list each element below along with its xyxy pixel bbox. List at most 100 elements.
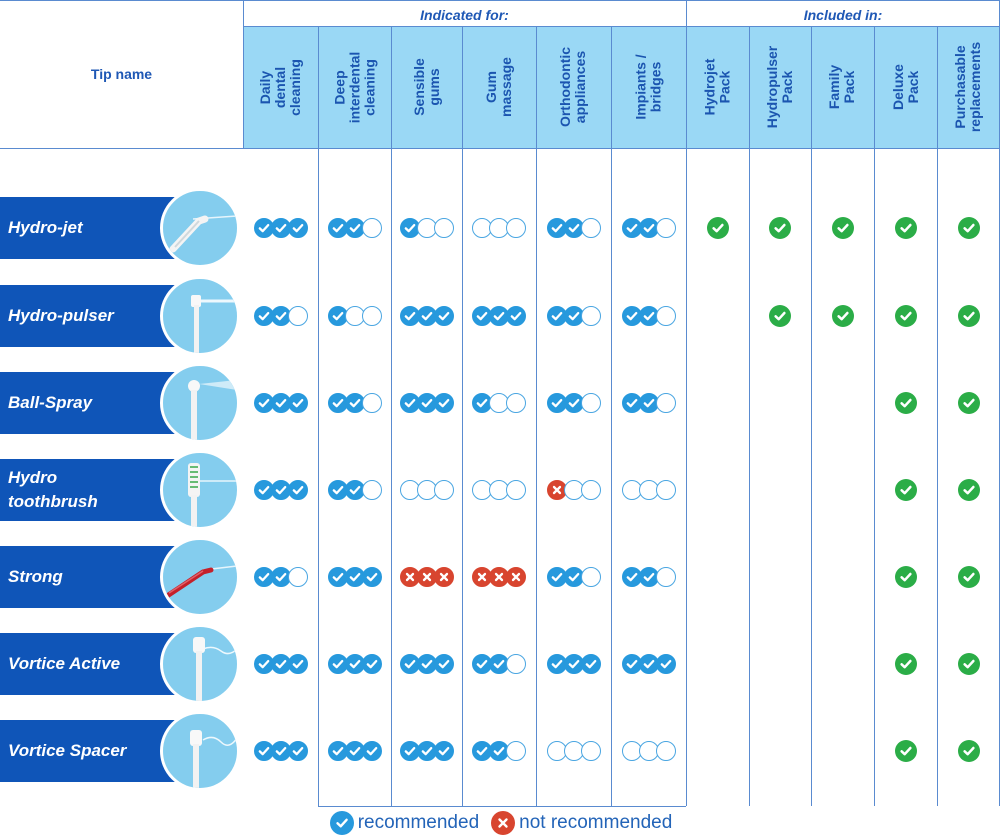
included-check-icon xyxy=(958,479,980,501)
column-header-impiants-bridges: Impiants / bridges xyxy=(611,26,686,148)
rating-orthodontic-appliances xyxy=(547,218,601,238)
rating-deep-interdental-cleaning xyxy=(328,654,382,674)
included-check-icon xyxy=(895,217,917,239)
column-header-label: Daily dental cleaning xyxy=(256,58,303,116)
included-check-icon xyxy=(832,217,854,239)
check-circle-icon xyxy=(506,306,526,326)
rating-gum-massage xyxy=(472,654,526,674)
empty-circle-icon xyxy=(362,306,382,326)
tip-banner-hydro-toothbrush: Hydro toothbrush xyxy=(0,459,190,521)
check-circle-icon xyxy=(656,654,676,674)
check-circle-icon xyxy=(271,567,291,587)
tip-name-label: Hydro toothbrush xyxy=(8,468,98,511)
column-header-hydrojet-pack: Hydrojet Pack xyxy=(686,26,749,148)
legend-not-recommended-label: not recommended xyxy=(519,812,673,833)
column-header-label: Orthodontic appliances xyxy=(557,46,589,128)
indicated-for-title: Indicated for: xyxy=(420,7,509,23)
column-header-purchasable-replacements: Purchasable replacements xyxy=(937,26,1000,148)
rating-gum-massage xyxy=(472,741,526,761)
rating-impiants-bridges xyxy=(622,654,676,674)
empty-circle-icon xyxy=(581,306,601,326)
check-circle-icon xyxy=(254,306,274,326)
rating-sensible-gums xyxy=(400,306,454,326)
empty-circle-icon xyxy=(362,480,382,500)
column-header-label: Purchasable replacements xyxy=(952,41,984,133)
check-circle-icon xyxy=(639,306,659,326)
tip-banner-strong: Strong xyxy=(0,546,190,608)
empty-circle-icon xyxy=(581,480,601,500)
check-circle-icon xyxy=(271,654,291,674)
rating-orthodontic-appliances xyxy=(547,741,601,761)
rating-gum-massage xyxy=(472,306,526,326)
rating-daily-dental-cleaning xyxy=(254,654,308,674)
column-header-label: Impiants / bridges xyxy=(632,54,664,120)
check-circle-icon xyxy=(434,306,454,326)
grid-line xyxy=(318,148,319,806)
tip-banner-hydro-pulser: Hydro-pulser xyxy=(0,285,190,347)
included-check-icon xyxy=(958,217,980,239)
included-check-icon xyxy=(895,653,917,675)
included-check-icon xyxy=(958,305,980,327)
rating-sensible-gums xyxy=(400,480,454,500)
check-circle-icon xyxy=(417,741,437,761)
check-circle-icon xyxy=(362,654,382,674)
check-circle-icon xyxy=(328,393,348,413)
grid-line xyxy=(0,148,1000,149)
check-circle-icon xyxy=(345,218,365,238)
rating-sensible-gums xyxy=(400,393,454,413)
tip-name-label: Strong xyxy=(8,567,63,586)
empty-circle-icon xyxy=(581,741,601,761)
check-circle-icon xyxy=(639,393,659,413)
column-header-hydropulser-pack: Hydropulser Pack xyxy=(749,26,811,148)
empty-circle-icon xyxy=(434,480,454,500)
check-circle-icon xyxy=(288,741,308,761)
included-check-icon xyxy=(769,305,791,327)
empty-circle-icon xyxy=(506,393,526,413)
check-circle-icon xyxy=(345,654,365,674)
rating-daily-dental-cleaning xyxy=(254,218,308,238)
grid-line xyxy=(749,26,750,806)
included-in-title: Included in: xyxy=(803,7,883,23)
included-check-icon xyxy=(958,740,980,762)
grid-line xyxy=(874,26,875,806)
empty-circle-icon xyxy=(506,480,526,500)
legend: recommended not recommended xyxy=(318,807,684,839)
included-check-icon xyxy=(895,566,917,588)
empty-circle-icon xyxy=(506,218,526,238)
check-circle-icon xyxy=(328,654,348,674)
check-circle-icon xyxy=(329,811,354,835)
tip-name-label: Vortice Spacer xyxy=(8,741,127,760)
strong-tip-icon xyxy=(160,537,240,617)
header-cell-bg xyxy=(391,26,462,148)
check-circle-icon xyxy=(271,218,291,238)
tip-banner-vortice-spacer: Vortice Spacer xyxy=(0,720,190,782)
header-cell-bg xyxy=(243,26,318,148)
header-cell-bg xyxy=(536,26,611,148)
rating-daily-dental-cleaning xyxy=(254,480,308,500)
grid-line xyxy=(243,0,244,148)
tip-name-label: Hydro-pulser xyxy=(8,306,114,325)
tip-name-label: Hydro-jet xyxy=(8,218,83,237)
rating-gum-massage xyxy=(472,567,526,587)
check-circle-icon xyxy=(288,654,308,674)
check-circle-icon xyxy=(254,480,274,500)
empty-circle-icon xyxy=(656,567,676,587)
column-header-deep-interdental-cleaning: Deep interdental cleaning xyxy=(318,26,391,148)
column-header-label: Gum massage xyxy=(483,57,514,117)
tip-name-label: Ball-Spray xyxy=(8,393,93,412)
rating-sensible-gums xyxy=(400,218,454,238)
grid-line xyxy=(686,26,687,806)
column-header-daily-dental-cleaning: Daily dental cleaning xyxy=(243,26,318,148)
check-circle-icon xyxy=(417,393,437,413)
header-cell-bg xyxy=(611,26,686,148)
empty-circle-icon xyxy=(506,741,526,761)
rating-gum-massage xyxy=(472,393,526,413)
rating-daily-dental-cleaning xyxy=(254,393,308,413)
rating-orthodontic-appliances xyxy=(547,567,601,587)
ball-spray-tip-icon xyxy=(160,363,240,443)
column-header-sensible-gums: Sensible gums xyxy=(391,26,462,148)
rating-deep-interdental-cleaning xyxy=(328,480,382,500)
check-circle-icon xyxy=(362,741,382,761)
grid-line xyxy=(536,26,537,806)
empty-circle-icon xyxy=(362,393,382,413)
